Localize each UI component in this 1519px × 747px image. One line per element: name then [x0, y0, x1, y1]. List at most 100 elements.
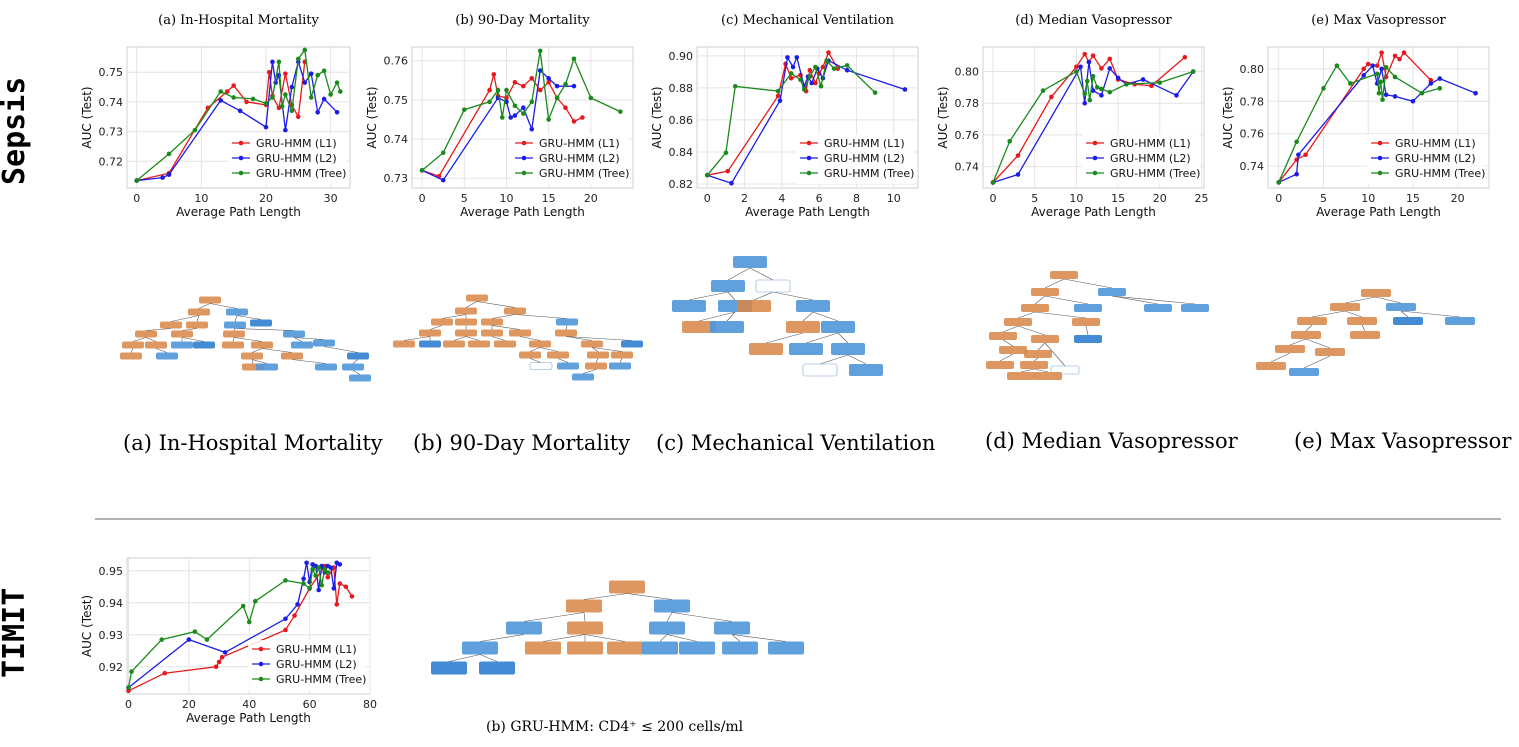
data-point [321, 68, 327, 74]
tree-node [1144, 304, 1172, 312]
tree-edge [1400, 310, 1409, 318]
tree-node [1386, 303, 1416, 311]
data-point [1410, 98, 1416, 104]
legend-label: GRU-HMM (Tree) [1110, 167, 1200, 180]
tree-node [481, 318, 503, 326]
legend-box [796, 134, 914, 184]
tree-edge [1344, 296, 1377, 304]
x-tick-label: 20 [1153, 192, 1167, 205]
data-point [1015, 172, 1021, 177]
y-tick-label: 0.78 [1240, 95, 1265, 108]
data-point [1074, 64, 1079, 70]
tree-edge [726, 311, 736, 322]
legend-marker [258, 661, 264, 667]
tree-node [431, 661, 467, 675]
tree-node [525, 641, 561, 655]
x-tick-label: 0 [1275, 192, 1282, 205]
data-point [1392, 94, 1398, 99]
tree-node [711, 280, 745, 292]
tree-node [199, 296, 221, 304]
tree-edge [234, 315, 238, 322]
legend-label: GRU-HMM (L2) [1110, 152, 1191, 165]
legend-label: GRU-HMM (L2) [276, 658, 357, 671]
tree-node [431, 318, 453, 326]
tree-node [642, 641, 678, 655]
data-point [308, 71, 314, 77]
data-point [1115, 75, 1121, 81]
data-point [580, 115, 585, 120]
tree-node [251, 341, 273, 349]
tree-edge [1037, 342, 1046, 351]
data-point [1294, 139, 1299, 145]
data-point [1099, 66, 1104, 71]
data-point [1428, 77, 1434, 83]
tree-node [283, 330, 305, 338]
x-tick-label: 0 [133, 192, 140, 205]
tree-node [1074, 304, 1102, 312]
legend-marker [1092, 155, 1098, 161]
data-point [283, 627, 288, 633]
tree-edge [539, 347, 559, 352]
data-point [461, 107, 467, 112]
data-point [302, 80, 308, 85]
data-point [1086, 59, 1092, 65]
tree-node [519, 351, 541, 359]
data-point [307, 586, 312, 591]
y-tick-label: 0.95 [99, 565, 124, 578]
data-point [218, 98, 224, 103]
data-point [244, 99, 249, 105]
x-tick-label: 25 [1194, 192, 1208, 205]
data-point [338, 89, 343, 94]
tree-node [481, 329, 503, 337]
data-point [529, 99, 535, 105]
tree-edge [1270, 352, 1291, 363]
tree-edge [812, 311, 839, 322]
data-point [192, 127, 198, 133]
data-point [334, 110, 340, 115]
tree-thumbnail-3 [986, 271, 1209, 380]
tree-edge [1002, 325, 1019, 333]
x-tick-label: 40 [242, 698, 256, 711]
chart-3: 0 5 10 15 20 25 0.74 0.76 0.78 0.80 Average Path L… [936, 13, 1208, 219]
y-axis-label: AUC (Test) [1221, 86, 1235, 148]
tree-edge [132, 337, 147, 342]
tree-edge [584, 634, 626, 642]
legend-label: GRU-HMM (L1) [1110, 137, 1191, 150]
legend-marker [521, 155, 527, 161]
tree-node [1315, 348, 1345, 356]
legend-box [248, 640, 366, 690]
tree-edge [291, 359, 327, 364]
data-point [289, 84, 295, 90]
tree-node [1074, 335, 1102, 343]
data-point [813, 64, 818, 70]
data-point [1082, 51, 1088, 57]
data-point [725, 168, 731, 174]
tree-thumbnail-2 [672, 256, 883, 377]
tree-node [156, 352, 178, 360]
data-point [308, 95, 314, 100]
data-point [1437, 76, 1443, 81]
data-point [729, 180, 734, 186]
tree-node [649, 621, 685, 635]
data-point [546, 79, 551, 85]
tree-node [768, 641, 804, 655]
data-point [826, 50, 831, 55]
x-tick-label: 0 [990, 192, 997, 205]
tree-node [1291, 331, 1321, 339]
data-point [1428, 81, 1434, 86]
data-point [1374, 71, 1380, 77]
tree-node [1445, 317, 1475, 325]
tree-node [222, 341, 244, 349]
data-point [499, 115, 505, 120]
data-point [263, 124, 269, 130]
y-tick-label: 0.84 [669, 146, 694, 159]
data-point [554, 83, 560, 89]
data-point [1094, 85, 1100, 90]
data-point [1157, 80, 1163, 85]
data-point [495, 87, 501, 93]
y-tick-label: 0.78 [955, 97, 980, 110]
x-axis-label: Average Path Length [1316, 205, 1441, 219]
data-point [508, 115, 513, 120]
data-point [337, 562, 343, 567]
legend-marker [1377, 155, 1383, 161]
